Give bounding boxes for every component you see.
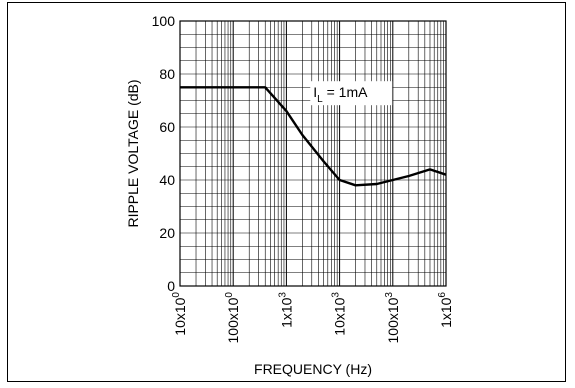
y-tick-label: 40	[159, 172, 175, 188]
annotation-label: IL = 1mA	[313, 84, 368, 105]
x-tick-label: 10x100	[171, 292, 188, 336]
x-tick-label: 1x106	[437, 292, 454, 328]
x-tick-label: 10x103	[331, 292, 348, 336]
x-tick-label: 100x103	[384, 292, 401, 344]
y-tick-label: 0	[167, 278, 175, 294]
y-axis-title: RIPPLE VOLTAGE (dB)	[125, 79, 141, 227]
y-tick-label: 20	[159, 225, 175, 241]
y-tick-label: 60	[159, 119, 175, 135]
y-tick-label: 100	[152, 13, 176, 29]
ripple-voltage-series-line	[180, 86, 447, 187]
y-tick-label: 80	[159, 66, 175, 82]
annotation-background	[310, 81, 393, 106]
x-tick-label: 1x103	[277, 292, 294, 328]
x-tick-label: 100x100	[224, 292, 241, 344]
x-axis-title: FREQUENCY (Hz)	[254, 361, 372, 377]
plot-area-border	[179, 20, 447, 287]
